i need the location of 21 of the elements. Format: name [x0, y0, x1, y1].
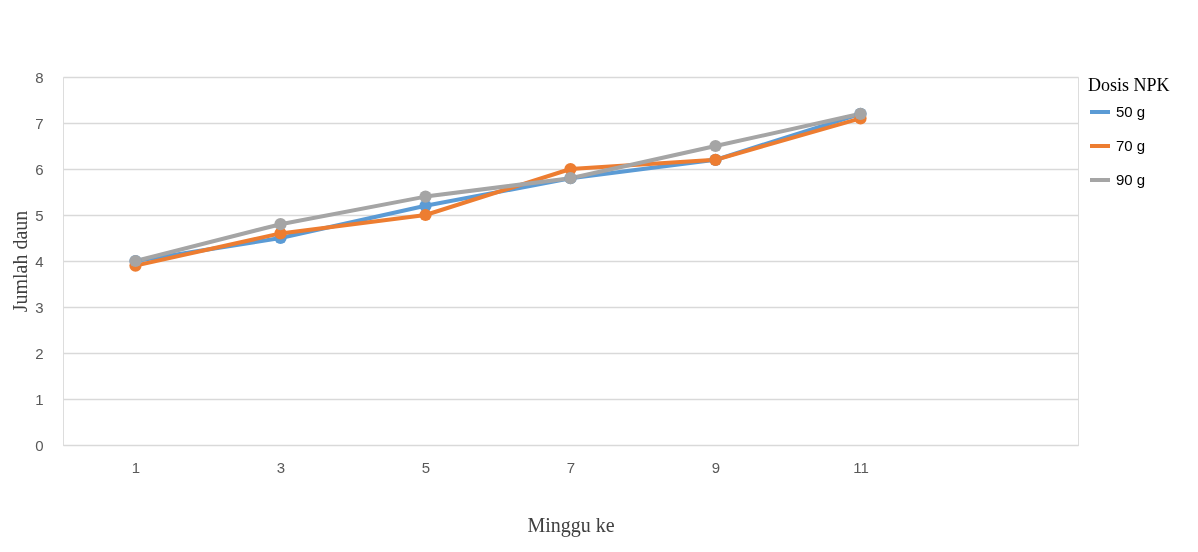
- y-axis-title: Jumlah daun: [9, 210, 32, 313]
- y-tick-label: 1: [35, 390, 44, 408]
- x-axis-title: Minggu ke: [527, 513, 615, 537]
- y-tick-label: 2: [35, 344, 44, 362]
- legend-label: 50 g: [1116, 103, 1146, 120]
- x-tick-label: 3: [276, 458, 286, 476]
- legend-title: Dosis NPK: [1088, 75, 1170, 95]
- x-tick-label: 1: [131, 458, 141, 476]
- y-tick-label: 3: [35, 298, 44, 316]
- y-tick-label: 7: [35, 114, 44, 132]
- x-tick-label: 7: [566, 458, 576, 476]
- y-tick-label: 6: [35, 160, 44, 178]
- y-tick-label: 5: [35, 206, 44, 224]
- legend-label: 90 g: [1116, 171, 1146, 188]
- legend-label: 70 g: [1116, 137, 1146, 154]
- y-tick-label: 8: [35, 68, 44, 86]
- y-tick-label: 0: [35, 436, 44, 454]
- x-tick-label: 5: [421, 458, 431, 476]
- x-tick-label: 11: [853, 458, 869, 476]
- x-tick-label: 9: [711, 458, 721, 476]
- y-tick-label: 4: [35, 252, 44, 270]
